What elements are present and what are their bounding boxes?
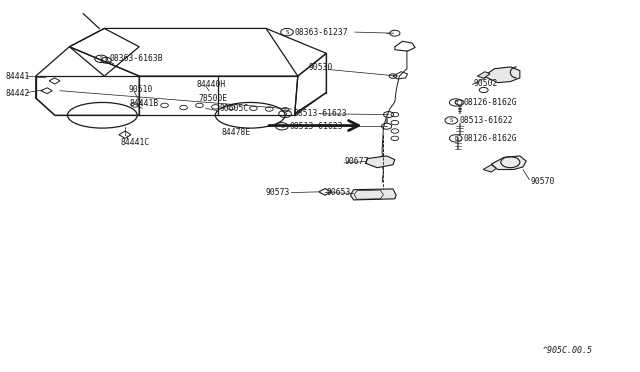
- Text: S: S: [99, 56, 103, 61]
- Text: 84442: 84442: [6, 89, 30, 98]
- Text: 08513-61622: 08513-61622: [460, 116, 513, 125]
- Text: 78500E: 78500E: [198, 93, 227, 103]
- Polygon shape: [484, 67, 520, 83]
- Polygon shape: [483, 165, 497, 172]
- Text: 90510: 90510: [129, 85, 153, 94]
- Text: 08126-8162G: 08126-8162G: [463, 98, 517, 107]
- Text: 84478E: 84478E: [221, 128, 251, 137]
- Polygon shape: [365, 156, 395, 168]
- Text: B: B: [454, 136, 458, 141]
- Text: 90573: 90573: [266, 188, 290, 197]
- Text: 84441C: 84441C: [120, 138, 149, 147]
- Text: 84440H: 84440H: [196, 80, 225, 89]
- Text: 90605C: 90605C: [220, 104, 249, 113]
- Text: 08126-8162G: 08126-8162G: [463, 134, 517, 143]
- Text: S: S: [284, 111, 287, 116]
- Text: 84441: 84441: [6, 71, 30, 81]
- Text: 90653: 90653: [326, 188, 351, 197]
- Text: 08363-6163B: 08363-6163B: [109, 54, 163, 63]
- Text: 90502: 90502: [474, 79, 498, 88]
- Text: 90530: 90530: [308, 63, 333, 72]
- Text: 08513-61623: 08513-61623: [289, 122, 343, 131]
- Text: 90677: 90677: [344, 157, 369, 166]
- Text: S: S: [104, 58, 108, 63]
- Text: S: S: [449, 118, 453, 123]
- Polygon shape: [351, 189, 396, 200]
- Text: S: S: [280, 124, 284, 129]
- Text: 90570: 90570: [531, 177, 555, 186]
- Polygon shape: [492, 156, 526, 170]
- Text: B: B: [454, 100, 458, 105]
- Text: 08363-61237: 08363-61237: [294, 28, 348, 36]
- Text: 08513-61623: 08513-61623: [293, 109, 347, 118]
- Text: S: S: [285, 30, 289, 35]
- Polygon shape: [477, 72, 490, 78]
- Text: ^905C.00.5: ^905C.00.5: [543, 346, 593, 355]
- Text: 84441B: 84441B: [130, 99, 159, 108]
